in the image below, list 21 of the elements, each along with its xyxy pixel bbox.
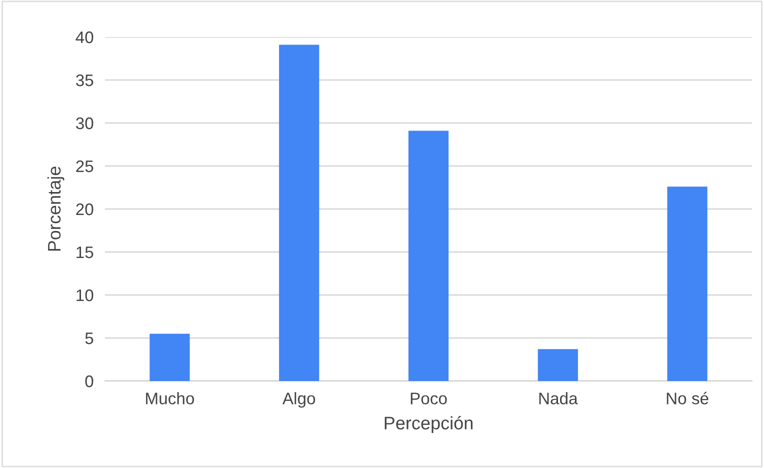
x-tick-label: Mucho — [146, 392, 194, 404]
x-tick-label: Algo — [282, 392, 316, 408]
bar — [667, 186, 708, 381]
bar — [279, 44, 320, 381]
x-tick-label: Nada — [539, 392, 578, 404]
y-tick-label: 30 — [76, 117, 94, 130]
bar — [538, 349, 578, 381]
y-tick-label: 15 — [76, 246, 94, 258]
bar — [408, 130, 449, 381]
y-tick-label: 0 — [85, 375, 94, 388]
y-tick-label: 35 — [76, 74, 94, 86]
y-axis-title: Porcentaje — [47, 166, 64, 251]
y-tick-label: 20 — [76, 203, 94, 216]
x-tick-label: No sé — [666, 392, 708, 404]
y-tick-label: 10 — [76, 289, 94, 302]
x-axis-title: Percepción — [384, 416, 472, 434]
y-tick-label: 40 — [76, 31, 94, 44]
x-tick-label: Poco — [410, 392, 447, 404]
y-tick-label: 5 — [85, 332, 94, 344]
bar — [150, 334, 190, 381]
y-tick-label: 25 — [76, 160, 94, 172]
